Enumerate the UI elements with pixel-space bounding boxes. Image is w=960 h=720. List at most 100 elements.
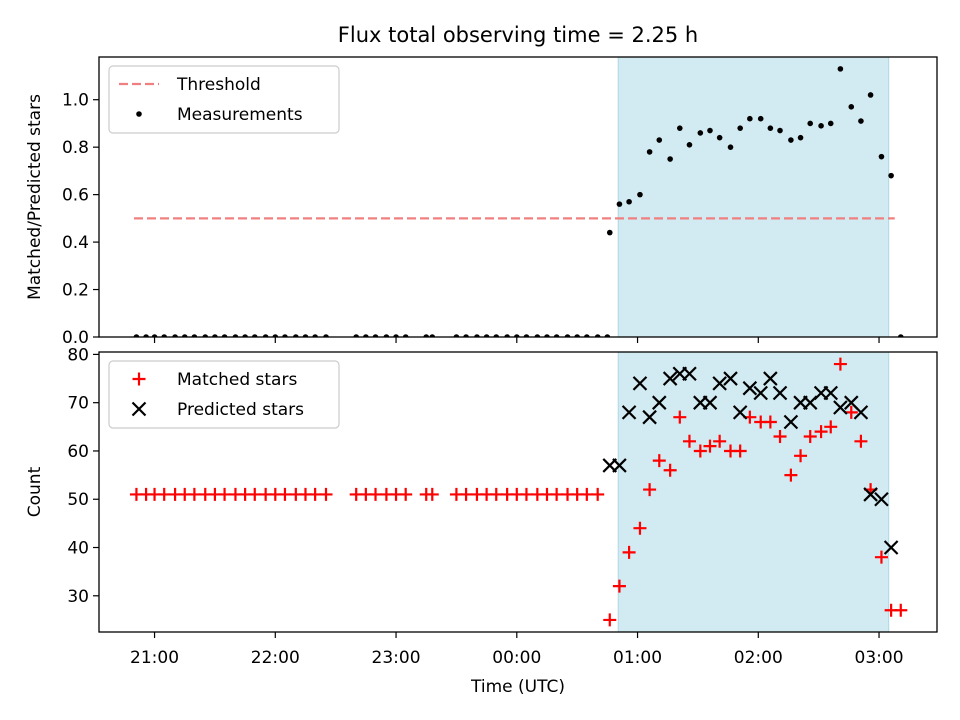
data-point [663, 463, 677, 477]
data-point [133, 334, 140, 337]
data-point [591, 487, 605, 501]
data-point [633, 521, 647, 535]
data-point [353, 334, 359, 337]
data-point [662, 371, 678, 386]
x-axis-label: Time (UTC) [470, 677, 565, 697]
data-point [697, 130, 704, 136]
data-point [251, 334, 258, 337]
data-point [673, 410, 687, 424]
data-point [788, 137, 794, 143]
data-point [493, 334, 500, 337]
data-point [453, 334, 460, 337]
y-tick-label: 0.2 [62, 281, 89, 301]
data-point [732, 405, 748, 420]
y-tick-label: 40 [67, 539, 89, 559]
data-point [622, 545, 636, 559]
x-tick-label: 23:00 [372, 648, 421, 668]
data-point [763, 415, 777, 429]
data-point [757, 115, 764, 122]
legend-label: Threshold [176, 75, 261, 95]
data-point [703, 439, 717, 453]
top-panel: 0.0 0.2 0.4 0.6 0.8 1.0 Matched/Predicted star… [25, 56, 938, 348]
data-point [833, 357, 847, 371]
data-point [747, 115, 753, 122]
data-point [878, 153, 885, 160]
data-point [459, 487, 473, 501]
data-point [823, 385, 839, 401]
data-point [399, 487, 413, 501]
data-point [363, 334, 369, 337]
data-point [489, 487, 503, 501]
y-tick-label: 80 [67, 345, 89, 365]
y-tick-label: 0.0 [62, 328, 89, 348]
plot-area [129, 357, 908, 627]
data-point [429, 334, 436, 337]
data-point [667, 156, 673, 162]
data-point [888, 172, 894, 179]
x-tick-label: 00:00 [492, 648, 541, 668]
x-tick-label: 21:00 [130, 648, 179, 668]
plot-area [133, 66, 904, 337]
shaded-region [617, 351, 890, 633]
data-point [867, 92, 874, 98]
data-point [402, 334, 409, 337]
data-point [181, 334, 188, 337]
y-tick-label: 0.6 [62, 186, 89, 206]
legend-label: Measurements [177, 105, 303, 125]
data-point [612, 458, 627, 473]
data-point [603, 613, 617, 627]
data-point [837, 66, 844, 72]
legend-box [108, 65, 340, 134]
data-point [682, 434, 696, 448]
data-point [686, 141, 693, 148]
series-matched-stars [129, 357, 908, 627]
data-point [191, 334, 198, 337]
data-point [519, 487, 533, 501]
data-point [712, 376, 727, 391]
data-point [584, 334, 590, 337]
y-axis-label: Count [25, 466, 45, 517]
data-point [616, 201, 623, 207]
data-point [626, 198, 632, 205]
x-tick-label: 02:00 [734, 648, 783, 668]
data-point [632, 376, 648, 391]
axes-frame [98, 56, 938, 338]
data-point [883, 540, 899, 555]
data-point [682, 366, 697, 382]
data-point [157, 487, 171, 501]
data-point [784, 468, 798, 482]
data-point [463, 334, 469, 337]
y-tick-label: 60 [67, 442, 89, 462]
data-point [783, 414, 799, 430]
data-point [302, 334, 309, 337]
data-point [894, 603, 908, 617]
data-point [218, 487, 232, 501]
data-point [232, 334, 239, 337]
data-point [777, 127, 783, 134]
y-axis-label: Matched/Predicted stars [25, 94, 45, 300]
data-point [897, 334, 904, 337]
data-point [425, 487, 439, 501]
data-point [612, 579, 626, 593]
data-point [642, 409, 657, 425]
data-point [308, 487, 322, 501]
data-point [874, 491, 889, 507]
data-point [643, 483, 657, 497]
data-point [651, 395, 667, 410]
data-point [212, 334, 218, 337]
data-point [293, 334, 299, 337]
data-point [677, 125, 683, 131]
data-point [727, 144, 734, 150]
legend-swatch [131, 401, 147, 417]
data-point [262, 334, 269, 337]
data-point [242, 334, 248, 337]
series-measurements [133, 66, 904, 337]
legend-label: Matched stars [177, 370, 297, 390]
data-point [824, 420, 838, 434]
data-point [393, 334, 399, 337]
data-point [187, 487, 201, 501]
axes-frame [98, 351, 938, 633]
data-point [161, 334, 168, 337]
data-point [646, 149, 653, 155]
